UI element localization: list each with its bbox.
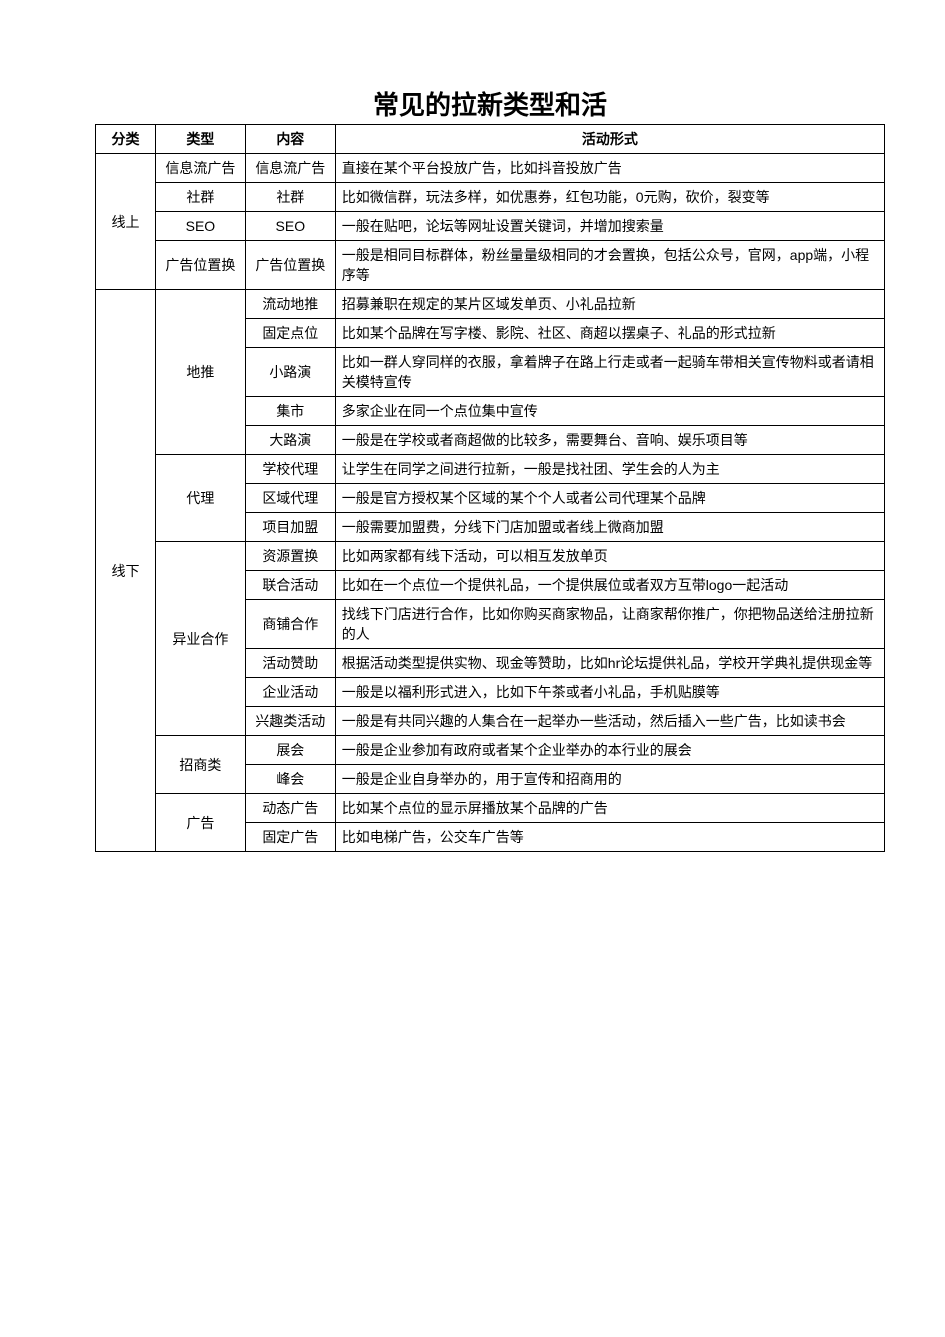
content-cell: 动态广告: [245, 794, 335, 823]
content-cell: 社群: [245, 183, 335, 212]
content-cell: 学校代理: [245, 455, 335, 484]
form-cell: 一般是官方授权某个区域的某个个人或者公司代理某个品牌: [335, 484, 884, 513]
page-title: 常见的拉新类型和活: [95, 85, 885, 122]
content-cell: 广告位置换: [245, 241, 335, 290]
header-category: 分类: [96, 125, 156, 154]
table-row: 广告动态广告比如某个点位的显示屏播放某个品牌的广告: [96, 794, 885, 823]
form-cell: 多家企业在同一个点位集中宣传: [335, 397, 884, 426]
content-cell: 信息流广告: [245, 154, 335, 183]
table-row: 线上信息流广告信息流广告直接在某个平台投放广告，比如抖音投放广告: [96, 154, 885, 183]
form-cell: 比如某个品牌在写字楼、影院、社区、商超以摆桌子、礼品的形式拉新: [335, 319, 884, 348]
content-cell: 大路演: [245, 426, 335, 455]
category-cell: 线下: [96, 290, 156, 852]
form-cell: 一般是有共同兴趣的人集合在一起举办一些活动，然后插入一些广告，比如读书会: [335, 707, 884, 736]
type-cell: 广告: [155, 794, 245, 852]
form-cell: 一般是相同目标群体，粉丝量量级相同的才会置换，包括公众号，官网，app端，小程序…: [335, 241, 884, 290]
content-cell: 联合活动: [245, 571, 335, 600]
category-cell: 线上: [96, 154, 156, 290]
form-cell: 比如一群人穿同样的衣服，拿着牌子在路上行走或者一起骑车带相关宣传物料或者请相关模…: [335, 348, 884, 397]
content-cell: 固定点位: [245, 319, 335, 348]
content-cell: 活动赞助: [245, 649, 335, 678]
form-cell: 一般是企业参加有政府或者某个企业举办的本行业的展会: [335, 736, 884, 765]
form-cell: 一般是企业自身举办的，用于宣传和招商用的: [335, 765, 884, 794]
type-cell: 代理: [155, 455, 245, 542]
table-row: SEOSEO一般在贴吧，论坛等网址设置关键词，并增加搜索量: [96, 212, 885, 241]
type-cell: SEO: [155, 212, 245, 241]
form-cell: 一般是在学校或者商超做的比较多，需要舞台、音响、娱乐项目等: [335, 426, 884, 455]
content-cell: 固定广告: [245, 823, 335, 852]
table-row: 社群社群比如微信群，玩法多样，如优惠券，红包功能，0元购，砍价，裂变等: [96, 183, 885, 212]
type-cell: 异业合作: [155, 542, 245, 736]
table-row: 线下地推流动地推招募兼职在规定的某片区域发单页、小礼品拉新: [96, 290, 885, 319]
table-row: 招商类展会一般是企业参加有政府或者某个企业举办的本行业的展会: [96, 736, 885, 765]
content-cell: 集市: [245, 397, 335, 426]
content-cell: 商铺合作: [245, 600, 335, 649]
type-cell: 社群: [155, 183, 245, 212]
content-cell: 小路演: [245, 348, 335, 397]
form-cell: 让学生在同学之间进行拉新，一般是找社团、学生会的人为主: [335, 455, 884, 484]
content-cell: 区域代理: [245, 484, 335, 513]
content-cell: 流动地推: [245, 290, 335, 319]
form-cell: 比如某个点位的显示屏播放某个品牌的广告: [335, 794, 884, 823]
header-type: 类型: [155, 125, 245, 154]
header-content: 内容: [245, 125, 335, 154]
content-cell: SEO: [245, 212, 335, 241]
content-cell: 企业活动: [245, 678, 335, 707]
type-cell: 广告位置换: [155, 241, 245, 290]
table-row: 广告位置换广告位置换一般是相同目标群体，粉丝量量级相同的才会置换，包括公众号，官…: [96, 241, 885, 290]
content-cell: 峰会: [245, 765, 335, 794]
form-cell: 比如在一个点位一个提供礼品，一个提供展位或者双方互带logo一起活动: [335, 571, 884, 600]
form-cell: 根据活动类型提供实物、现金等赞助，比如hr论坛提供礼品，学校开学典礼提供现金等: [335, 649, 884, 678]
form-cell: 一般是以福利形式进入，比如下午茶或者小礼品，手机贴膜等: [335, 678, 884, 707]
form-cell: 比如微信群，玩法多样，如优惠券，红包功能，0元购，砍价，裂变等: [335, 183, 884, 212]
table-row: 异业合作资源置换比如两家都有线下活动，可以相互发放单页: [96, 542, 885, 571]
content-cell: 项目加盟: [245, 513, 335, 542]
form-cell: 一般在贴吧，论坛等网址设置关键词，并增加搜索量: [335, 212, 884, 241]
header-row: 分类 类型 内容 活动形式: [96, 125, 885, 154]
form-cell: 比如两家都有线下活动，可以相互发放单页: [335, 542, 884, 571]
acquisition-types-table: 分类 类型 内容 活动形式 线上信息流广告信息流广告直接在某个平台投放广告，比如…: [95, 124, 885, 852]
form-cell: 一般需要加盟费，分线下门店加盟或者线上微商加盟: [335, 513, 884, 542]
content-cell: 资源置换: [245, 542, 335, 571]
content-cell: 兴趣类活动: [245, 707, 335, 736]
type-cell: 地推: [155, 290, 245, 455]
form-cell: 直接在某个平台投放广告，比如抖音投放广告: [335, 154, 884, 183]
table-row: 代理学校代理让学生在同学之间进行拉新，一般是找社团、学生会的人为主: [96, 455, 885, 484]
header-form: 活动形式: [335, 125, 884, 154]
type-cell: 信息流广告: [155, 154, 245, 183]
form-cell: 找线下门店进行合作，比如你购买商家物品，让商家帮你推广，你把物品送给注册拉新的人: [335, 600, 884, 649]
content-cell: 展会: [245, 736, 335, 765]
form-cell: 比如电梯广告，公交车广告等: [335, 823, 884, 852]
type-cell: 招商类: [155, 736, 245, 794]
form-cell: 招募兼职在规定的某片区域发单页、小礼品拉新: [335, 290, 884, 319]
